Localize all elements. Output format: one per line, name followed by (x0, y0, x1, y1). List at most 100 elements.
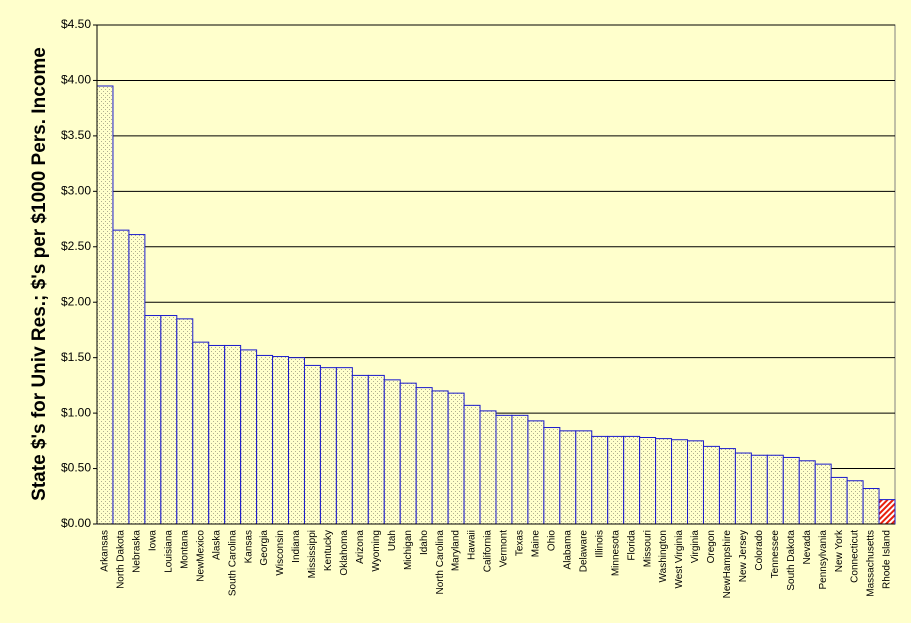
y-tick-label: $2.50 (61, 239, 91, 253)
x-tick-label: Alabama (562, 530, 573, 570)
bar (543, 427, 561, 525)
bar (272, 356, 290, 525)
bar (208, 344, 226, 525)
bar (303, 364, 321, 525)
x-tick-label: Minnesota (610, 530, 621, 577)
x-tick-label: North Dakota (116, 530, 127, 589)
x-tick-label: Oregon (706, 530, 717, 563)
bar (176, 318, 194, 525)
bar (878, 499, 896, 525)
x-tick-label: Arizona (355, 530, 366, 564)
x-tick-label: Washington (658, 530, 669, 582)
x-tick-label: Iowa (148, 530, 159, 552)
bar (623, 435, 641, 525)
bar (559, 430, 577, 525)
x-tick-label: Illinois (594, 530, 605, 558)
bar (671, 439, 689, 525)
bar (750, 454, 768, 525)
y-tick-label: $2.00 (61, 294, 91, 308)
bar (415, 387, 433, 525)
x-tick-label: Texas (515, 530, 526, 556)
x-tick-label: West Virginia (674, 530, 685, 589)
bar (527, 420, 545, 525)
x-tick-label: Idaho (419, 530, 430, 555)
bar (702, 445, 720, 525)
bar (511, 414, 529, 525)
x-tick-label: Mississippi (307, 530, 318, 578)
y-tick-label: $4.00 (61, 73, 91, 87)
bar (782, 456, 800, 525)
y-tick-label: $0.50 (61, 461, 91, 475)
x-tick-label: Missouri (642, 530, 653, 567)
x-tick-label: Georgia (259, 530, 270, 566)
bar (288, 357, 305, 525)
bar (830, 476, 848, 525)
bar (319, 367, 337, 525)
bar (479, 410, 497, 525)
x-tick-label: Wisconsin (275, 530, 286, 576)
x-tick-label: Vermont (499, 530, 510, 567)
bar (192, 341, 210, 525)
x-tick-label: Virginia (690, 530, 701, 564)
x-tick-label: Alaska (211, 530, 222, 560)
x-tick-label: Kansas (243, 530, 254, 563)
x-tick-label: Pennsylvania (818, 530, 829, 590)
bar (351, 374, 369, 525)
x-tick-label: Rhode Island (882, 530, 893, 589)
y-tick-label: $0.00 (61, 516, 91, 530)
y-tick-label: $3.00 (61, 184, 91, 198)
x-tick-label: Tennessee (770, 530, 781, 579)
x-tick-label: Nebraska (132, 530, 143, 573)
x-tick-label: Nevada (802, 530, 813, 565)
x-tick-label: Kentucky (323, 530, 334, 571)
x-tick-label: New Jersey (738, 530, 749, 582)
bar (144, 315, 162, 525)
x-tick-label: Indiana (291, 530, 302, 563)
x-tick-label: Montana (179, 530, 190, 569)
bar (224, 344, 242, 525)
y-tick-label: $1.00 (61, 405, 91, 419)
x-tick-label: Utah (387, 530, 398, 551)
bar (256, 354, 274, 525)
x-tick-label: Ohio (547, 530, 558, 552)
x-tick-label: Arkansas (100, 530, 111, 572)
bar (591, 435, 609, 525)
x-tick-label: Maine (531, 530, 542, 558)
x-tick-label: South Dakota (786, 530, 797, 591)
bar (447, 392, 465, 525)
bar (399, 382, 417, 525)
x-tick-label: Massachusetts (866, 530, 877, 597)
bar (463, 404, 481, 525)
x-tick-label: California (483, 530, 494, 573)
x-tick-label: NewMexico (195, 530, 206, 582)
x-tick-label: South Carolina (227, 530, 238, 597)
bar (846, 480, 864, 525)
bar (814, 463, 832, 525)
bar (655, 438, 673, 525)
bar (862, 488, 880, 525)
x-tick-label: Florida (626, 530, 637, 561)
x-tick-label: Louisiana (163, 530, 174, 573)
bar (96, 85, 114, 525)
bar (128, 234, 146, 525)
y-tick-label: $4.50 (61, 17, 91, 31)
x-tick-label: Maryland (451, 530, 462, 571)
bar (335, 367, 353, 525)
x-tick-label: Oklahoma (339, 530, 350, 576)
bar (431, 390, 449, 525)
bar (240, 349, 258, 525)
bar (687, 440, 704, 525)
x-tick-label: North Carolina (435, 530, 446, 595)
x-tick-label: Colorado (754, 530, 765, 571)
bar (367, 374, 385, 525)
bar (639, 437, 657, 525)
y-axis-label: State $'s for Univ Res.; $'s per $1000 P… (29, 47, 50, 501)
x-tick-label: Michigan (403, 530, 414, 570)
bar (766, 454, 784, 525)
x-tick-label: New York (834, 529, 845, 572)
bar (798, 460, 816, 525)
bar (718, 448, 736, 525)
bar (734, 452, 752, 525)
